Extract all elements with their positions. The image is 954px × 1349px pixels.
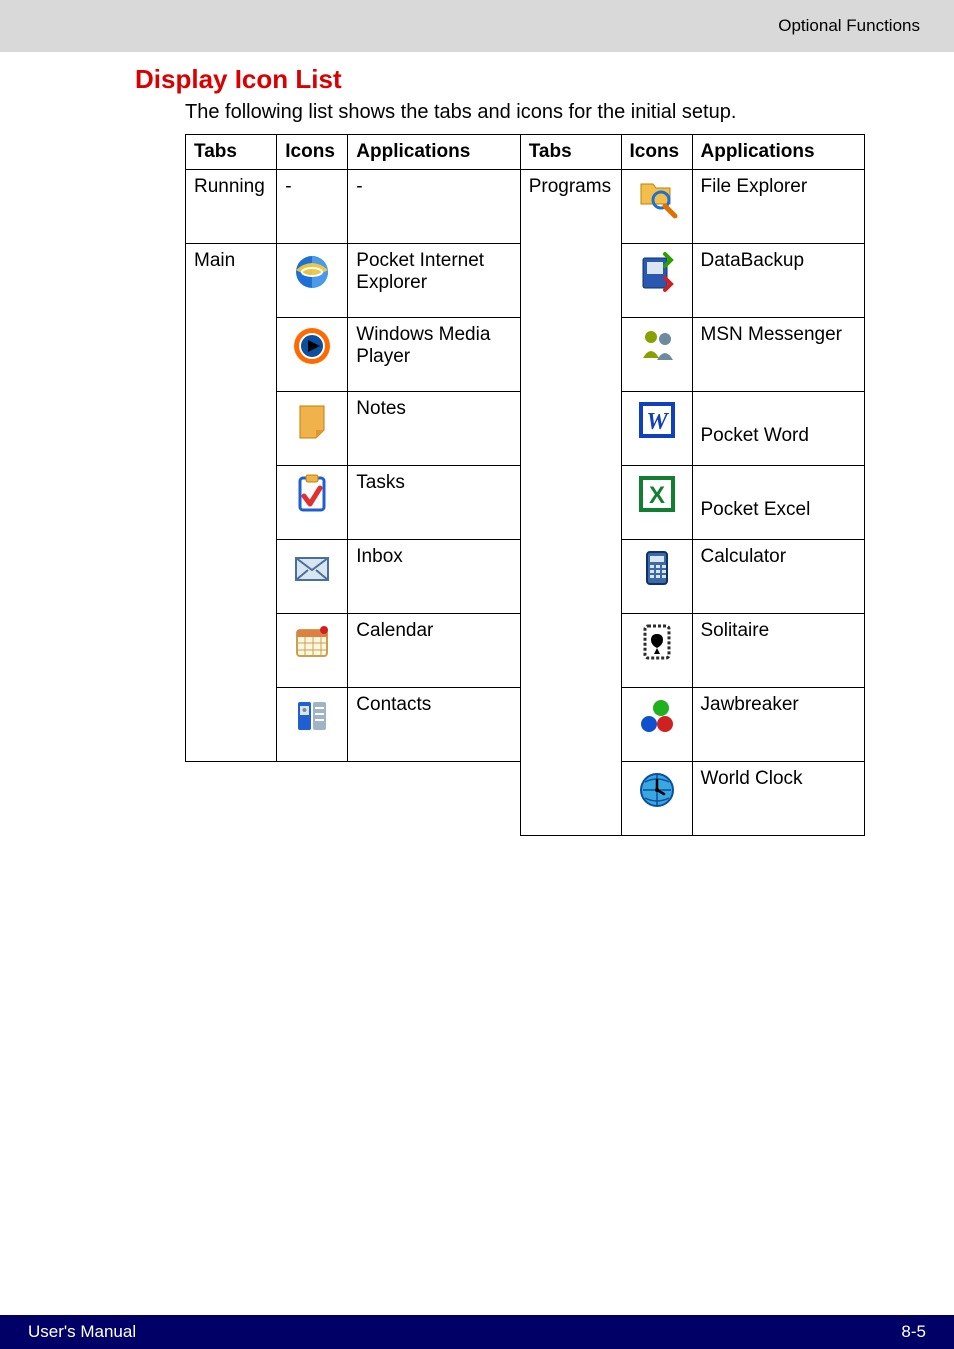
app-cell: Notes (348, 392, 520, 466)
tab-cell-programs: Programs (520, 170, 621, 836)
inbox-icon (277, 540, 348, 614)
msn-icon (621, 318, 692, 392)
footer-bar: User's Manual 8-5 (0, 1315, 954, 1349)
th-icons2: Icons (621, 135, 692, 170)
intro-text: The following list shows the tabs and ic… (185, 101, 894, 124)
th-icons: Icons (277, 135, 348, 170)
app-cell: DataBackup (692, 244, 865, 318)
table-header-row: Tabs Icons Applications Tabs Icons Appli… (186, 135, 865, 170)
tab-cell: Running (186, 170, 277, 244)
app-cell: Pocket Excel (692, 466, 865, 540)
file-explorer-icon (621, 170, 692, 244)
app-cell: Pocket Word (692, 392, 865, 466)
svg-text:X: X (648, 482, 664, 509)
th-tabs: Tabs (186, 135, 277, 170)
header-bar: Optional Functions (0, 0, 954, 52)
app-cell: Calendar (348, 614, 520, 688)
app-cell: Inbox (348, 540, 520, 614)
app-cell: Contacts (348, 688, 520, 762)
footer-right: 8-5 (901, 1322, 926, 1342)
notes-icon (277, 392, 348, 466)
jawbreaker-icon (621, 688, 692, 762)
app-cell: Pocket Internet Explorer (348, 244, 520, 318)
app-cell: Calculator (692, 540, 865, 614)
footer-left: User's Manual (28, 1322, 136, 1342)
app-cell: Windows Media Player (348, 318, 520, 392)
tab-cell-main: Main (186, 244, 277, 762)
svg-text:W: W (646, 409, 669, 435)
solitaire-icon (621, 614, 692, 688)
table-row: Running - - Programs File Explorer (186, 170, 865, 244)
wmp-icon (277, 318, 348, 392)
icon-table: Tabs Icons Applications Tabs Icons Appli… (185, 134, 865, 836)
app-cell: World Clock (692, 762, 865, 836)
world-clock-icon (621, 762, 692, 836)
app-cell: Solitaire (692, 614, 865, 688)
th-tabs2: Tabs (520, 135, 621, 170)
calculator-icon (621, 540, 692, 614)
databackup-icon (621, 244, 692, 318)
app-cell: MSN Messenger (692, 318, 865, 392)
icon-cell: - (277, 170, 348, 244)
contacts-icon (277, 688, 348, 762)
th-apps2: Applications (692, 135, 865, 170)
header-right-text: Optional Functions (778, 16, 920, 36)
app-cell: Jawbreaker (692, 688, 865, 762)
content: Display Icon List The following list sho… (0, 52, 954, 836)
pocket-word-icon: W (621, 392, 692, 466)
th-apps: Applications (348, 135, 520, 170)
app-cell: Tasks (348, 466, 520, 540)
pocket-excel-icon: X (621, 466, 692, 540)
app-cell: - (348, 170, 520, 244)
app-cell: File Explorer (692, 170, 865, 244)
ie-icon (277, 244, 348, 318)
page-title: Display Icon List (135, 64, 894, 95)
calendar-icon (277, 614, 348, 688)
tasks-icon (277, 466, 348, 540)
